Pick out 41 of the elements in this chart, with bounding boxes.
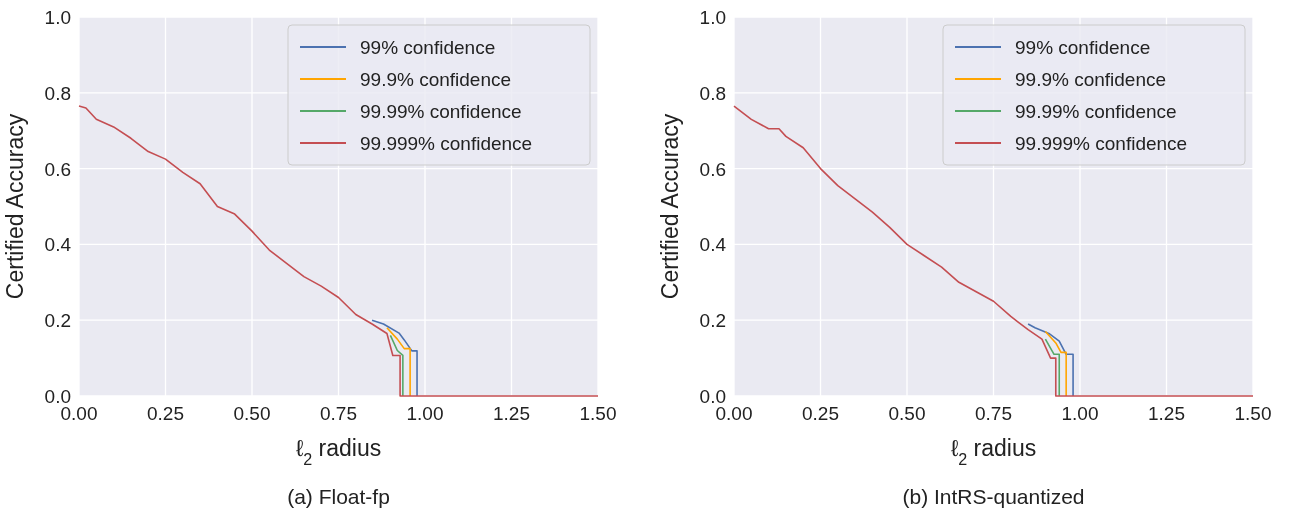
line-series: [371, 319, 418, 397]
x-tick-label: 1.00: [406, 403, 444, 424]
line-series: [1027, 323, 1074, 397]
y-tick-label: 0.6: [699, 158, 726, 180]
x-tick-label: 1.50: [579, 403, 617, 424]
legend-label: 99.99% confidence: [1015, 101, 1177, 122]
x-tick-label: 1.00: [1061, 403, 1099, 424]
x-axis-title: ℓ$_{2}$ radius: [295, 435, 382, 468]
legend-label: 99.9% confidence: [1015, 69, 1167, 90]
line-series: [389, 334, 404, 397]
y-tick-label: 1.0: [699, 7, 726, 28]
legend-label: 99.999% confidence: [1015, 133, 1188, 154]
y-tick-label: 0.2: [699, 310, 726, 332]
x-tick-label: 0.25: [802, 403, 839, 424]
y-tick-label: 0.8: [44, 82, 71, 104]
y-tick-label: 1.0: [44, 7, 71, 28]
x-tick-label: 0.50: [888, 403, 926, 424]
y-tick-label: 0.6: [44, 158, 71, 180]
legend-label: 99.9% confidence: [360, 69, 512, 90]
x-axis-title: ℓ$_{2}$ radius: [950, 435, 1037, 468]
x-tick-label: 1.25: [493, 403, 530, 424]
x-tick-label: 1.50: [1234, 403, 1272, 424]
legend-label: 99% confidence: [360, 37, 496, 58]
x-tick-label: 0.25: [147, 403, 184, 424]
x-tick-label: 0.75: [975, 403, 1012, 424]
y-tick-label: 0.4: [44, 234, 72, 256]
y-tick-label: 0.2: [44, 310, 71, 332]
text: (a) Float-fp: [287, 485, 390, 508]
legend-label: 99% confidence: [1015, 37, 1151, 58]
line-series: [1044, 330, 1067, 397]
line-series: [386, 326, 411, 397]
y-axis-title: Certified Accuracy: [2, 113, 28, 300]
text: (b) IntRS-quantized: [902, 485, 1085, 508]
y-axis-title: Certified Accuracy: [657, 113, 683, 300]
x-tick-label: 0.75: [320, 403, 357, 424]
legend-label: 99.999% confidence: [360, 133, 533, 154]
x-tick-label: 0.50: [233, 403, 271, 424]
x-tick-label: 1.25: [1148, 403, 1185, 424]
y-tick-label: 0.4: [699, 234, 727, 256]
legend-label: 99.99% confidence: [360, 101, 522, 122]
y-tick-label: 0.8: [699, 82, 726, 104]
